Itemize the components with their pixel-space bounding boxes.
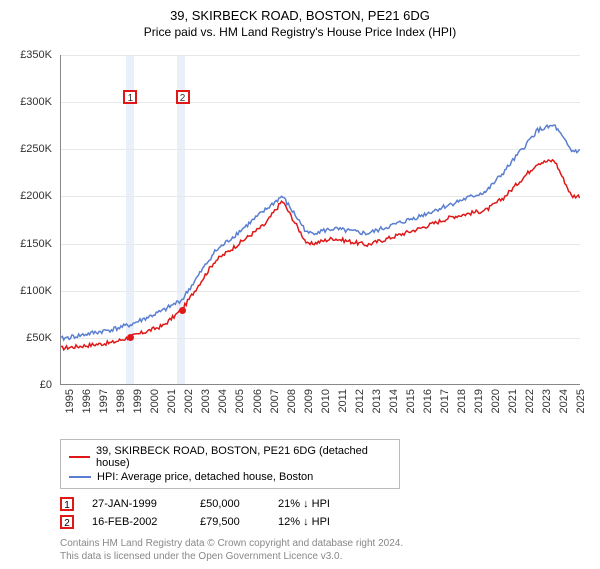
x-tick-label: 1997 [98,389,110,427]
chart-container: 39, SKIRBECK ROAD, BOSTON, PE21 6DG Pric… [0,0,600,569]
x-tick-label: 2013 [371,389,383,427]
legend-swatch [69,476,91,478]
y-tick-label: £200K [10,190,56,202]
plot-area: 12 [60,55,580,385]
x-tick-label: 2022 [524,389,536,427]
x-tick-label: 2016 [422,389,434,427]
x-tick-label: 2019 [473,389,485,427]
x-tick-label: 2011 [337,389,349,427]
chart-marker-box: 1 [123,90,137,104]
x-tick-label: 2000 [149,389,161,427]
x-tick-label: 2020 [490,389,502,427]
x-tick-label: 2014 [388,389,400,427]
sale-row: 2 16-FEB-2002 £79,500 12% ↓ HPI [60,513,590,531]
legend-label: 39, SKIRBECK ROAD, BOSTON, PE21 6DG (det… [96,445,391,469]
x-tick-label: 1999 [132,389,144,427]
x-tick-label: 2015 [405,389,417,427]
y-tick-label: £0 [10,379,56,391]
x-tick-label: 2007 [269,389,281,427]
x-tick-label: 2023 [541,389,553,427]
sale-marker-icon: 1 [60,497,74,511]
x-tick-label: 2010 [320,389,332,427]
chart-marker-box: 2 [176,90,190,104]
x-tick-label: 2018 [456,389,468,427]
y-tick-label: £150K [10,238,56,250]
sale-price: £79,500 [200,516,260,528]
x-tick-label: 1996 [81,389,93,427]
chart-marker-dot [179,307,186,314]
sale-date: 16-FEB-2002 [92,516,182,528]
sale-row: 1 27-JAN-1999 £50,000 21% ↓ HPI [60,495,590,513]
chart-title: 39, SKIRBECK ROAD, BOSTON, PE21 6DG [10,8,590,23]
x-tick-label: 1995 [64,389,76,427]
x-tick-label: 2006 [252,389,264,427]
chart-area: £0£50K£100K£150K£200K£250K£300K£350K 12 … [10,47,590,427]
sale-price: £50,000 [200,498,260,510]
line-series [61,55,580,384]
x-tick-label: 2008 [286,389,298,427]
legend-label: HPI: Average price, detached house, Bost… [97,471,313,483]
x-tick-label: 2004 [217,389,229,427]
y-tick-label: £50K [10,332,56,344]
legend: 39, SKIRBECK ROAD, BOSTON, PE21 6DG (det… [60,439,400,489]
x-tick-label: 2003 [200,389,212,427]
x-tick-label: 2024 [558,389,570,427]
x-tick-label: 2001 [166,389,178,427]
y-tick-label: £350K [10,49,56,61]
sale-date: 27-JAN-1999 [92,498,182,510]
y-tick-label: £100K [10,285,56,297]
y-tick-label: £300K [10,96,56,108]
x-tick-label: 2025 [575,389,587,427]
legend-item: 39, SKIRBECK ROAD, BOSTON, PE21 6DG (det… [69,444,391,470]
x-tick-label: 2005 [234,389,246,427]
footer-line: This data is licensed under the Open Gov… [60,550,590,563]
sale-hpi: 21% ↓ HPI [278,498,368,510]
x-tick-label: 2009 [303,389,315,427]
x-tick-label: 2002 [183,389,195,427]
sale-hpi: 12% ↓ HPI [278,516,368,528]
x-tick-label: 2012 [354,389,366,427]
sale-marker-icon: 2 [60,515,74,529]
legend-item: HPI: Average price, detached house, Bost… [69,470,391,484]
footer-line: Contains HM Land Registry data © Crown c… [60,537,590,550]
x-tick-label: 1998 [115,389,127,427]
legend-swatch [69,456,90,458]
x-tick-label: 2021 [507,389,519,427]
chart-subtitle: Price paid vs. HM Land Registry's House … [10,25,590,39]
sales-table: 1 27-JAN-1999 £50,000 21% ↓ HPI 2 16-FEB… [60,495,590,531]
y-tick-label: £250K [10,143,56,155]
footer: Contains HM Land Registry data © Crown c… [60,537,590,563]
x-tick-label: 2017 [439,389,451,427]
